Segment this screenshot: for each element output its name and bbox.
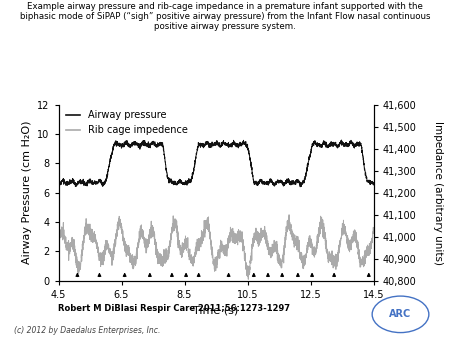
Y-axis label: Airway Pressure (cm H₂O): Airway Pressure (cm H₂O) bbox=[22, 121, 32, 264]
Text: (c) 2012 by Daedalus Enterprises, Inc.: (c) 2012 by Daedalus Enterprises, Inc. bbox=[14, 325, 160, 335]
Legend: Airway pressure, Rib cage impedence: Airway pressure, Rib cage impedence bbox=[62, 106, 192, 139]
Y-axis label: Impedance (arbitrary units): Impedance (arbitrary units) bbox=[433, 121, 443, 265]
Text: Example airway pressure and rib-cage impedance in a premature infant supported w: Example airway pressure and rib-cage imp… bbox=[20, 2, 430, 31]
Text: Robert M DiBlasi Respir Care 2011;56:1273-1297: Robert M DiBlasi Respir Care 2011;56:127… bbox=[58, 304, 291, 313]
X-axis label: Time (s): Time (s) bbox=[194, 305, 238, 315]
Text: ARC: ARC bbox=[389, 309, 412, 319]
